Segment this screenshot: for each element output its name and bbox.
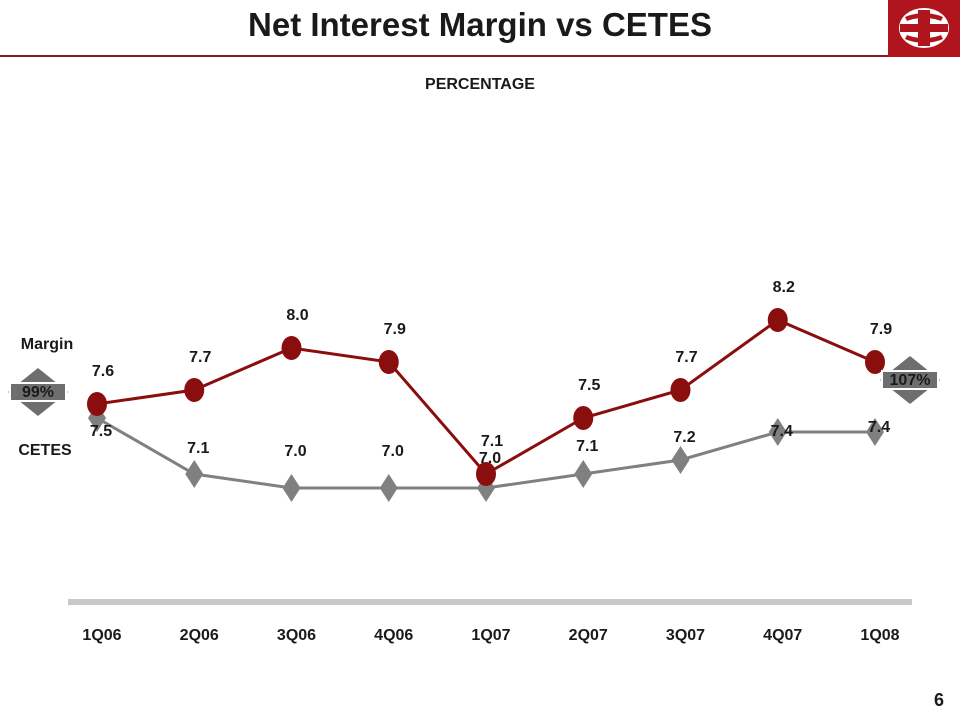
- right-ratio-badge-box: [881, 370, 939, 390]
- cetes-data-label-1Q06: 7.5: [90, 423, 112, 440]
- cetes-point-3Q07: [671, 446, 690, 474]
- cetes-data-label-3Q07: 7.2: [673, 429, 695, 446]
- cetes-point-2Q07: [574, 460, 593, 488]
- margin-data-label-2Q07: 7.5: [578, 377, 600, 394]
- x-tick-label-3Q07: 3Q07: [666, 627, 705, 644]
- margin-point-1Q06: [87, 392, 107, 416]
- x-tick-label-2Q06: 2Q06: [180, 627, 219, 644]
- cetes-data-label-1Q08: 7.4: [868, 419, 890, 436]
- cetes-data-label-1Q07: 7.0: [479, 450, 501, 467]
- margin-data-label-4Q07: 8.2: [773, 279, 795, 296]
- x-tick-label-1Q06: 1Q06: [82, 627, 121, 644]
- margin-data-label-1Q08: 7.9: [870, 321, 892, 338]
- margin-point-2Q07: [573, 406, 594, 430]
- chart-subtitle: PERCENTAGE: [425, 76, 535, 93]
- margin-data-label-1Q06: 7.6: [92, 363, 114, 380]
- cetes-data-label-4Q06: 7.0: [382, 443, 404, 460]
- cetes-point-2Q06: [185, 460, 204, 488]
- title-rule: [0, 55, 888, 57]
- x-tick-label-4Q06: 4Q06: [374, 627, 413, 644]
- margin-point-2Q06: [184, 378, 205, 402]
- cetes-data-label-3Q06: 7.0: [284, 443, 306, 460]
- legend-margin: Margin: [21, 336, 73, 353]
- margin-point-3Q06: [281, 336, 302, 360]
- cetes-point-4Q06: [379, 474, 398, 502]
- cetes-point-3Q06: [282, 474, 301, 502]
- x-tick-label-4Q07: 4Q07: [763, 627, 802, 644]
- right-ratio-badge-label: 107%: [890, 372, 931, 389]
- cetes-data-label-2Q07: 7.1: [576, 438, 598, 455]
- cetes-point-4Q07: [768, 418, 787, 446]
- x-tick-label-3Q06: 3Q06: [277, 627, 316, 644]
- legend-cetes: CETES: [18, 442, 72, 459]
- margin-point-4Q07: [767, 308, 788, 332]
- margin-point-3Q07: [670, 378, 691, 402]
- left-ratio-badge-label: 99%: [22, 384, 54, 401]
- cetes-point-1Q08: [866, 418, 884, 446]
- margin-point-1Q08: [865, 350, 885, 374]
- cetes-data-label-4Q07: 7.4: [771, 423, 793, 440]
- bank-logo: [888, 0, 960, 57]
- x-tick-label-1Q08: 1Q08: [860, 627, 899, 644]
- page-number: 6: [933, 690, 944, 710]
- margin-point-4Q06: [378, 350, 399, 374]
- margin-point-1Q07: [476, 462, 496, 486]
- margin-data-label-3Q06: 8.0: [286, 307, 308, 324]
- margin-data-label-3Q07: 7.7: [675, 349, 697, 366]
- margin-data-label-2Q06: 7.7: [189, 349, 211, 366]
- left-ratio-badge-box: [9, 382, 67, 402]
- x-tick-label-2Q07: 2Q07: [569, 627, 608, 644]
- x-tick-label-1Q07: 1Q07: [471, 627, 510, 644]
- x-axis-line: [68, 599, 912, 605]
- margin-data-label-4Q06: 7.9: [384, 321, 406, 338]
- margin-data-label-1Q07: 7.1: [481, 433, 503, 450]
- cetes-data-label-2Q06: 7.1: [187, 440, 209, 457]
- page-title: Net Interest Margin vs CETES: [248, 6, 712, 43]
